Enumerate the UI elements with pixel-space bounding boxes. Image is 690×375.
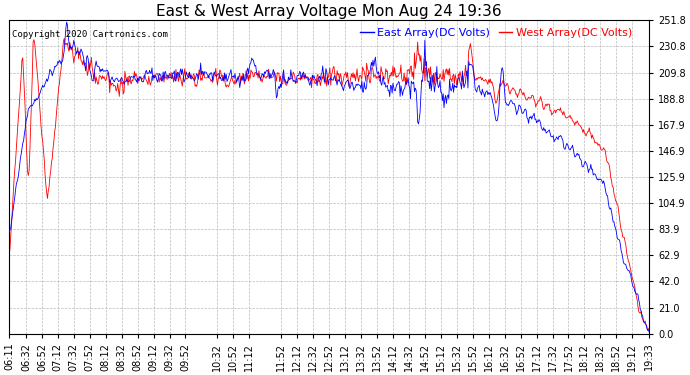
Text: Copyright 2020 Cartronics.com: Copyright 2020 Cartronics.com (12, 30, 168, 39)
Title: East & West Array Voltage Mon Aug 24 19:36: East & West Array Voltage Mon Aug 24 19:… (157, 4, 502, 19)
Legend: East Array(DC Volts), West Array(DC Volts): East Array(DC Volts), West Array(DC Volt… (356, 24, 636, 42)
